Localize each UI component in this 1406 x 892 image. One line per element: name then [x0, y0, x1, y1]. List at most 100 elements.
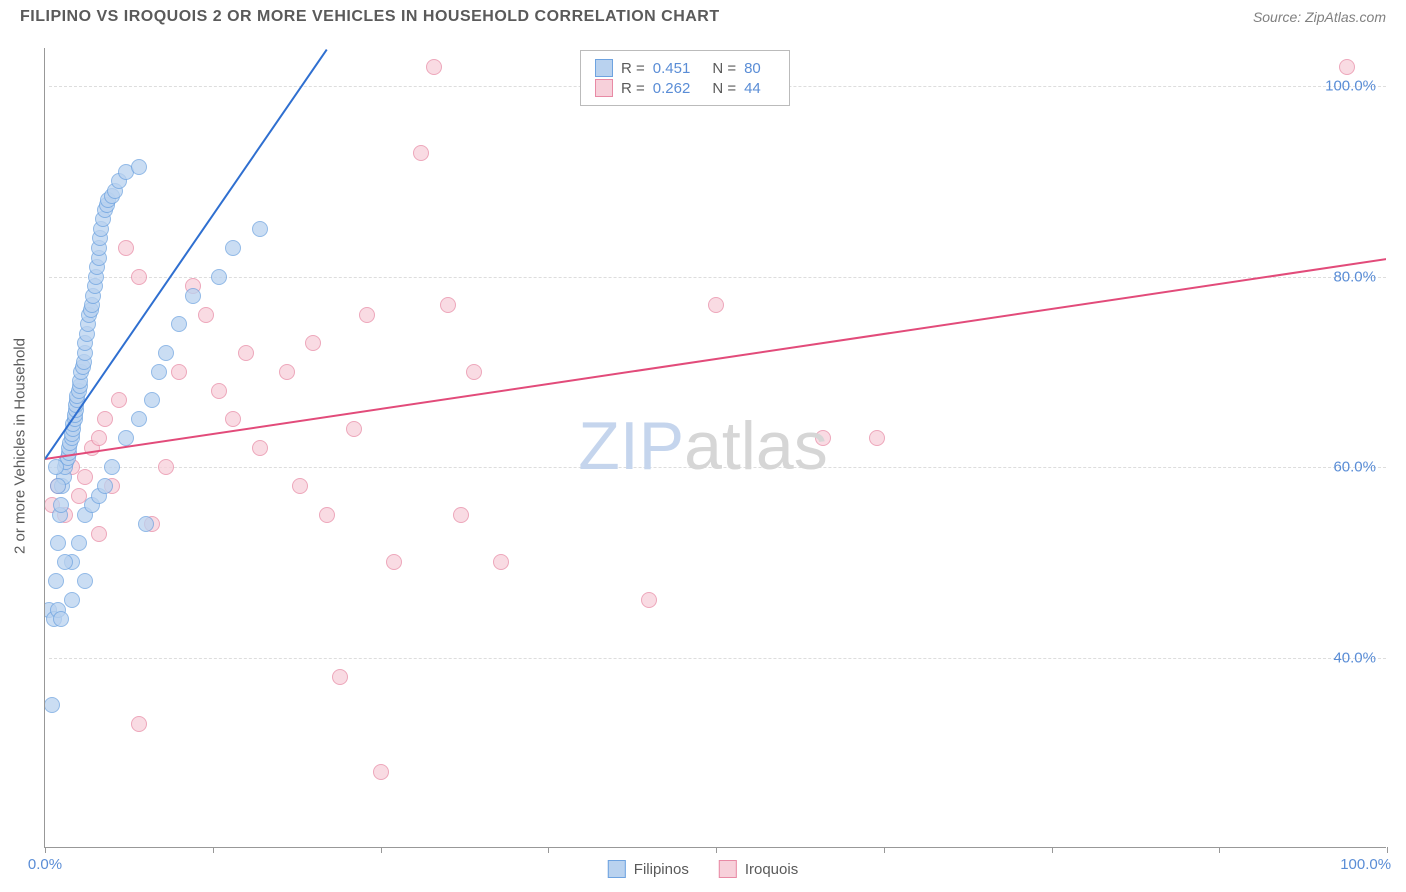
series-legend-label: Filipinos [634, 861, 689, 878]
data-point [708, 297, 724, 313]
data-point [97, 478, 113, 494]
data-point [158, 345, 174, 361]
data-point [97, 411, 113, 427]
data-point [211, 269, 227, 285]
legend-n-label: N = [712, 60, 736, 77]
data-point [815, 430, 831, 446]
legend-r-value: 0.451 [653, 60, 691, 77]
data-point [118, 240, 134, 256]
data-point [50, 478, 66, 494]
data-point [185, 288, 201, 304]
data-point [131, 411, 147, 427]
data-point [171, 316, 187, 332]
data-point [131, 716, 147, 732]
gridline [49, 277, 1386, 278]
plot-area: 40.0% 60.0% 80.0% 100.0% [45, 48, 1386, 847]
data-point [332, 669, 348, 685]
series-legend-label: Iroquois [745, 861, 798, 878]
data-point [53, 611, 69, 627]
x-axis-min: 0.0% [28, 856, 62, 873]
data-point [138, 516, 154, 532]
data-point [493, 554, 509, 570]
data-point [158, 459, 174, 475]
legend-swatch [595, 59, 613, 77]
data-point [466, 364, 482, 380]
data-point [346, 421, 362, 437]
data-point [292, 478, 308, 494]
y-axis-label: 2 or more Vehicles in Household [12, 338, 29, 554]
data-point [71, 535, 87, 551]
series-legend-item: Filipinos [608, 860, 689, 878]
data-point [373, 764, 389, 780]
data-point [48, 573, 64, 589]
legend-row: R = 0.262 N = 44 [595, 79, 775, 97]
data-point [440, 297, 456, 313]
gridline [49, 467, 1386, 468]
data-point [131, 159, 147, 175]
legend-row: R = 0.451 N = 80 [595, 59, 775, 77]
y-tick-label: 40.0% [1333, 649, 1376, 666]
legend-n-value: 80 [744, 60, 761, 77]
legend-n-value: 44 [744, 80, 761, 97]
data-point [413, 145, 429, 161]
data-point [104, 459, 120, 475]
chart-header: FILIPINO VS IROQUOIS 2 OR MORE VEHICLES … [0, 0, 1406, 30]
chart-source: Source: ZipAtlas.com [1253, 9, 1386, 25]
legend-n-label: N = [712, 80, 736, 97]
data-point [131, 269, 147, 285]
chart-plot: 40.0%60.0%80.0%100.0% 0.0% 100.0% [44, 48, 1386, 848]
data-point [252, 440, 268, 456]
correlation-legend: R = 0.451 N = 80 R = 0.262 N = 44 [580, 50, 790, 106]
data-point [77, 573, 93, 589]
chart-title: FILIPINO VS IROQUOIS 2 OR MORE VEHICLES … [20, 8, 720, 26]
trend-line [45, 48, 328, 459]
data-point [64, 592, 80, 608]
legend-swatch [719, 860, 737, 878]
legend-r-label: R = [621, 80, 645, 97]
y-tick-label: 80.0% [1333, 268, 1376, 285]
data-point [50, 535, 66, 551]
data-point [91, 526, 107, 542]
x-tick [213, 847, 214, 853]
series-legend-item: Iroquois [719, 860, 798, 878]
data-point [359, 307, 375, 323]
data-point [238, 345, 254, 361]
legend-r-value: 0.262 [653, 80, 691, 97]
x-tick [884, 847, 885, 853]
data-point [111, 392, 127, 408]
data-point [1339, 59, 1355, 75]
x-tick [45, 847, 46, 853]
data-point [171, 364, 187, 380]
x-tick [1052, 847, 1053, 853]
data-point [211, 383, 227, 399]
data-point [453, 507, 469, 523]
y-tick-label: 100.0% [1325, 78, 1376, 95]
legend-swatch [595, 79, 613, 97]
series-legend: Filipinos Iroquois [608, 860, 798, 878]
data-point [198, 307, 214, 323]
gridline [49, 658, 1386, 659]
data-point [48, 459, 64, 475]
data-point [57, 554, 73, 570]
x-tick [1219, 847, 1220, 853]
data-point [426, 59, 442, 75]
data-point [641, 592, 657, 608]
data-point [91, 430, 107, 446]
legend-r-label: R = [621, 60, 645, 77]
data-point [252, 221, 268, 237]
data-point [151, 364, 167, 380]
x-tick [548, 847, 549, 853]
data-point [45, 697, 60, 713]
data-point [279, 364, 295, 380]
data-point [53, 497, 69, 513]
x-tick [381, 847, 382, 853]
data-point [225, 240, 241, 256]
data-point [305, 335, 321, 351]
data-point [144, 392, 160, 408]
data-point [319, 507, 335, 523]
data-point [386, 554, 402, 570]
data-point [869, 430, 885, 446]
y-tick-label: 60.0% [1333, 459, 1376, 476]
x-tick [716, 847, 717, 853]
data-point [225, 411, 241, 427]
